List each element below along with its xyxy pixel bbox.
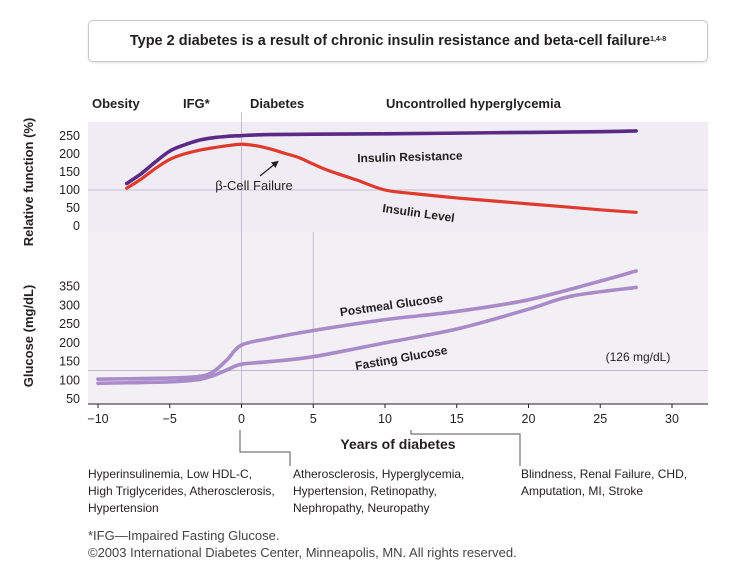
x-tick-label: 5 — [310, 412, 317, 426]
bottom-y-tick-label: 50 — [66, 392, 80, 406]
chart-title: Type 2 diabetes is a result of chronic i… — [88, 20, 708, 62]
bottom-y-tick-label: 250 — [59, 317, 80, 331]
chart-grid — [88, 112, 708, 404]
complication-line: Hypertension, Retinopathy, — [293, 484, 437, 498]
x-tick-label: 0 — [238, 412, 245, 426]
bottom-y-axis-label: Glucose (mg/dL) — [21, 285, 36, 388]
fasting-glucose-line — [96, 285, 638, 386]
x-tick-label: 15 — [450, 412, 464, 426]
complication-line: Blindness, Renal Failure, CHD, — [521, 467, 688, 481]
top-panel-background — [88, 122, 708, 232]
complication-line: Hyperinsulinemia, Low HDL-C, — [88, 467, 253, 481]
bottom-y-tick-label: 200 — [59, 336, 80, 350]
complications-early: Hyperinsulinemia, Low HDL-C, High Trigly… — [88, 466, 275, 517]
postmeal-glucose-line — [96, 269, 638, 381]
top-y-tick-label: 200 — [59, 147, 80, 161]
bracket-diabetes — [239, 430, 291, 466]
reference-label-126: (126 mg/dL) — [606, 350, 671, 364]
annotation-beta-cell-failure: β-Cell Failure — [215, 178, 293, 193]
complications-diabetes: Atherosclerosis, Hyperglycemia, Hyperten… — [293, 466, 464, 517]
chart-title-text: Type 2 diabetes is a result of chronic i… — [129, 33, 651, 49]
x-tick-label: 20 — [522, 412, 536, 426]
complication-line: Nephropathy, Neuropathy — [293, 501, 430, 515]
bottom-y-tick-label: 150 — [59, 355, 80, 369]
x-axis-label: Years of diabetes — [340, 436, 455, 452]
complications-uncontrolled: Blindness, Renal Failure, CHD, Amputatio… — [521, 466, 687, 500]
top-y-tick-label: 100 — [59, 183, 80, 197]
top-y-tick-label: 150 — [59, 165, 80, 179]
bracket-uncontrolled — [410, 430, 521, 466]
top-y-tick-label: 50 — [66, 201, 80, 215]
stage-uncontrolled-hyperglycemia: Uncontrolled hyperglycemia — [386, 96, 561, 111]
bottom-y-tick-label: 350 — [59, 280, 80, 294]
x-tick-label: 10 — [378, 412, 392, 426]
complication-line: Amputation, MI, Stroke — [521, 484, 644, 498]
insulin-resistance-line — [124, 129, 638, 186]
complication-line: Hypertension — [88, 501, 159, 515]
stage-diabetes: Diabetes — [250, 96, 305, 111]
x-tick-label: 25 — [593, 412, 607, 426]
x-tick-label: 30 — [665, 412, 679, 426]
bottom-y-tick-label: 300 — [59, 298, 80, 312]
top-y-tick-label: 0 — [73, 219, 80, 233]
stage-ifg: IFG* — [183, 96, 210, 111]
footnote-ifg: *IFG—Impaired Fasting Glucose. — [88, 528, 280, 543]
annotation-arrow — [259, 160, 279, 177]
stage-obesity: Obesity — [92, 96, 140, 111]
top-y-axis-label: Relative function (%) — [21, 118, 36, 247]
bottom-y-tick-label: 100 — [59, 373, 80, 387]
complication-brackets — [239, 430, 521, 466]
footnote-copyright: ©2003 International Diabetes Center, Min… — [88, 545, 517, 560]
complication-line: Atherosclerosis, Hyperglycemia, — [293, 467, 465, 481]
chart-title-refs: 1,4-8 — [650, 35, 667, 43]
x-tick-label: −10 — [87, 412, 108, 426]
series-label-insulin-resistance: Insulin Resistance — [357, 149, 463, 166]
complication-line: High Triglycerides, Atherosclerosis, — [88, 484, 275, 498]
series-layer — [96, 129, 638, 386]
x-tick-label: −5 — [163, 412, 177, 426]
insulin-level-line — [125, 142, 638, 214]
top-y-tick-label: 250 — [59, 129, 80, 143]
